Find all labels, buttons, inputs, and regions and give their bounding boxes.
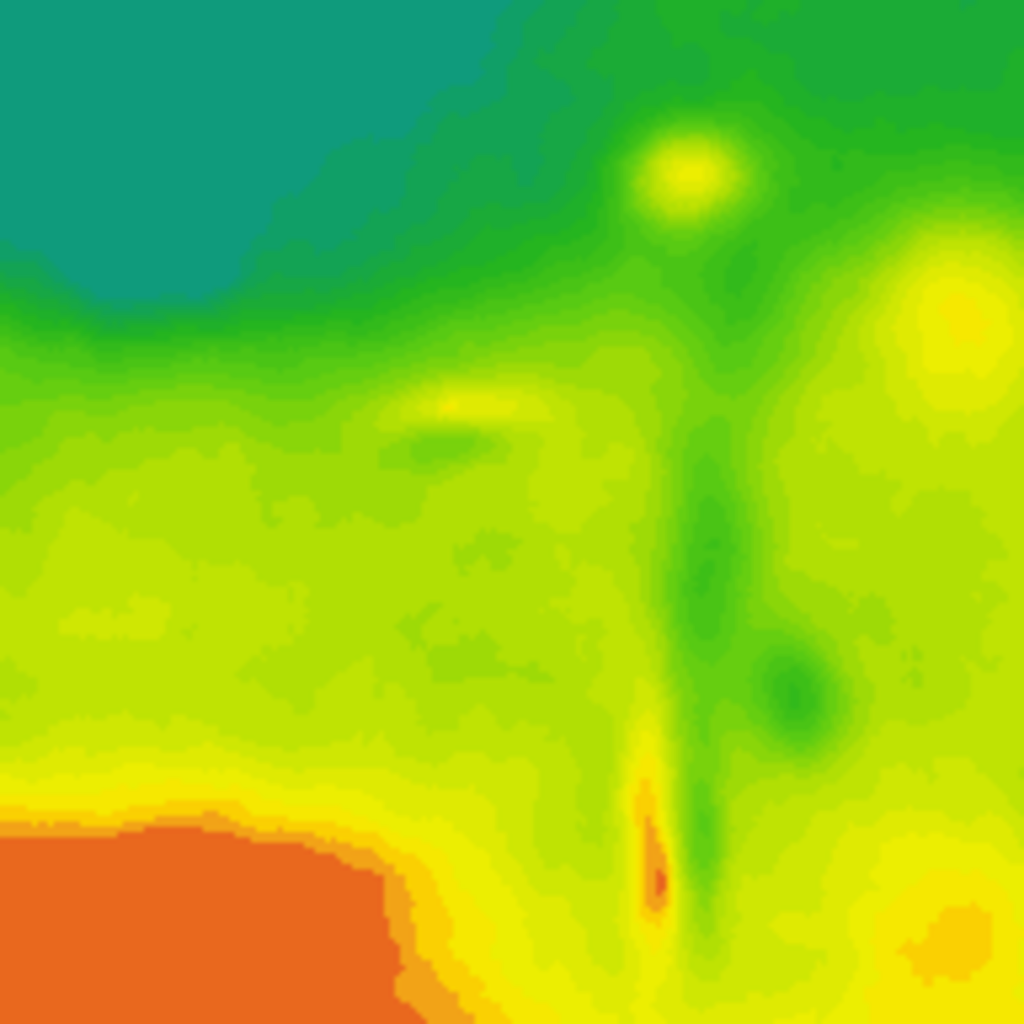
- heatmap-viewport: [0, 0, 1024, 1024]
- contour-heatmap-canvas: [0, 0, 1024, 1024]
